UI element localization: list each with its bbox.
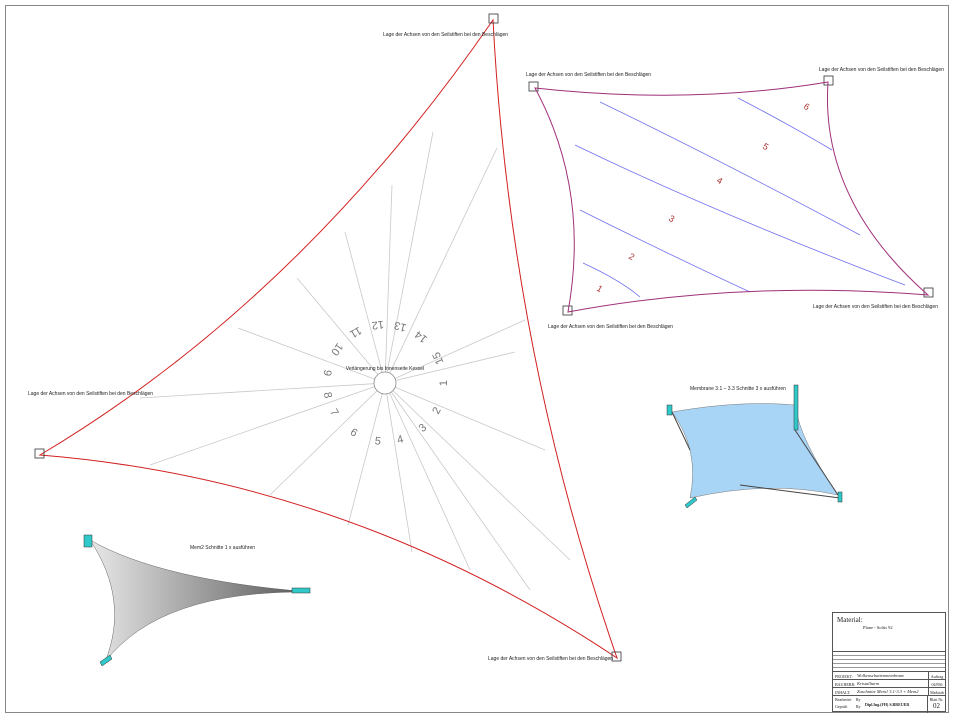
- cut-line: [269, 382, 386, 496]
- cut-line: [384, 382, 571, 561]
- anchor-label-top: Lage der Achsen von den Seilstiften bei …: [383, 32, 508, 38]
- segment-number: 5: [374, 435, 382, 448]
- sheet-cell: Blatt Nr. 02: [927, 696, 945, 713]
- project-key: PROJEKT:: [835, 674, 854, 679]
- cut-line: [347, 382, 386, 526]
- segment-number: 7: [327, 407, 340, 418]
- sheet-value: 02: [933, 702, 940, 710]
- anchor-label-quad-br: Lage der Achsen von den Seilstiften bei …: [813, 304, 938, 310]
- title-block: Material: Plane - Soltis 92 PROJEKT: Wolk…: [832, 612, 946, 713]
- cut-line: [384, 382, 471, 571]
- cut-line: [384, 147, 498, 384]
- segment-number: 3: [667, 213, 676, 224]
- revision-grid: [833, 651, 945, 670]
- segment-number: 13: [393, 319, 408, 334]
- cut-lines-main: [139, 131, 571, 591]
- company-name: Dipl.Ing.(FH) S.BREUER: [865, 702, 910, 707]
- masts-3d-right: [666, 384, 843, 509]
- order-value: 04/836: [928, 680, 945, 688]
- anchor-label-quad-tl: Lage der Achsen von den Seilstiften bei …: [526, 72, 651, 78]
- sheet-border: [5, 5, 949, 713]
- membrane-3d-left: [89, 539, 311, 663]
- segment-number: 8: [321, 391, 334, 399]
- cut-line: [384, 184, 393, 384]
- material-label: Material:: [837, 616, 863, 624]
- checked-value: Ry: [856, 704, 861, 709]
- hub-ring: [373, 371, 397, 395]
- project-value: Wolkenschattenmembrane: [857, 673, 905, 678]
- cables-3d-right: [671, 411, 841, 499]
- anchor-label-bottom: Lage der Achsen von den Seilstiften bei …: [488, 656, 613, 662]
- segment-number: 15: [430, 350, 446, 366]
- cut-line: [237, 327, 386, 384]
- segment-number: 1: [438, 380, 450, 386]
- signature-section: Bearbeitet Ry Geprüft Ry Dipl.Ing.(FH) S…: [833, 695, 945, 713]
- anchor-label-quad-bl: Lage der Achsen von den Seilstiften bei …: [548, 324, 673, 330]
- scale-key: Maßstab: [928, 688, 945, 696]
- membrane-3d-right: [671, 403, 839, 499]
- segment-numbers-quad: 1 2 3 4 5 6: [595, 101, 811, 294]
- membrane-edge-quad: [534, 81, 930, 313]
- center-label: Verlängerung bis Innenseite Kessel: [346, 366, 424, 372]
- checked-key: Geprüft: [835, 704, 848, 709]
- client-row: BAUHERR: Kristallturm 04/836: [833, 679, 945, 688]
- segment-number: 1: [595, 283, 604, 294]
- cut-line: [384, 382, 531, 591]
- content-key: INHALT:: [835, 690, 851, 695]
- membrane-edge-main: [38, 18, 618, 660]
- segment-number: 11: [348, 324, 364, 340]
- anchor-label-quad-tr: Lage der Achsen von den Seilstiften bei …: [819, 67, 944, 73]
- client-value: Kristallturm: [857, 681, 880, 686]
- cut-line: [384, 382, 413, 553]
- content-row: INHALT: Zuschnitte Mem1 3.1-3.3 + Mem2 Maß…: [833, 687, 945, 696]
- project-row: PROJEKT: Wolkenschattenmembrane Auftrag: [833, 671, 945, 680]
- cut-line: [384, 351, 516, 384]
- material-value: Plane - Soltis 92: [863, 625, 893, 630]
- segment-number: 2: [430, 405, 443, 416]
- segment-number: 14: [413, 328, 430, 345]
- cut-line: [139, 382, 386, 399]
- segment-number: 5: [761, 141, 770, 152]
- cut-line: [344, 231, 386, 384]
- view-label-left: Mem2 Schnitte 1 x ausführen: [190, 545, 255, 551]
- cut-line: [149, 382, 386, 466]
- masts-3d-left: [83, 534, 311, 667]
- cut-line: [384, 131, 434, 384]
- segment-number: 10: [328, 341, 345, 358]
- drawn-value: Ry: [856, 697, 861, 702]
- order-key: Auftrag: [928, 672, 945, 680]
- cut-lines-quad: [574, 97, 906, 298]
- segment-number: 9: [320, 369, 333, 377]
- anchor-fittings: [34, 13, 934, 662]
- segment-number: 2: [627, 251, 636, 262]
- segment-number: 12: [371, 318, 385, 331]
- cut-line: [384, 382, 546, 451]
- drawn-key: Bearbeitet: [835, 697, 852, 702]
- anchor-label-left: Lage der Achsen von den Seilstiften bei …: [28, 391, 153, 397]
- segment-number: 4: [396, 433, 405, 446]
- content-value: Zuschnitte Mem1 3.1-3.3 + Mem2: [857, 689, 919, 694]
- sheet-key: Blatt Nr.: [929, 697, 944, 702]
- segment-number: 6: [802, 101, 811, 112]
- cut-line: [384, 319, 526, 384]
- view-label-right: Membrane 3.1 – 3.3 Schnitte 3 x ausführe…: [690, 386, 786, 392]
- segment-number: 4: [715, 175, 724, 186]
- client-key: BAUHERR:: [835, 682, 856, 687]
- segment-number: 6: [348, 426, 360, 439]
- cut-line: [296, 277, 386, 384]
